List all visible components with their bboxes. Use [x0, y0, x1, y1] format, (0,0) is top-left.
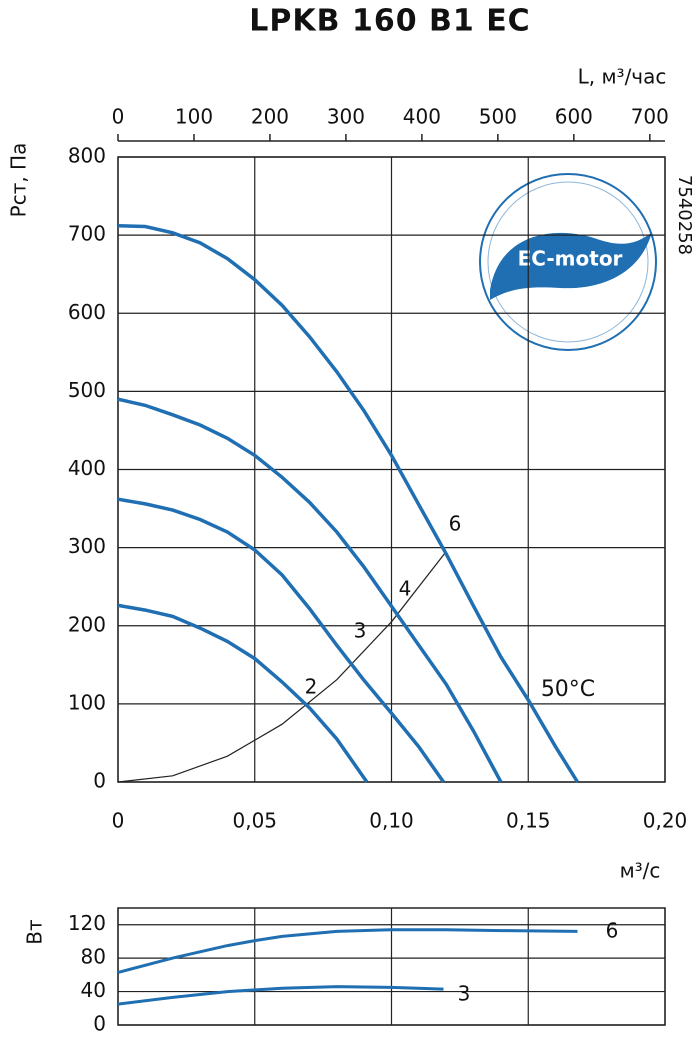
y-tick-label: 600: [68, 300, 106, 324]
curve: [117, 603, 369, 784]
y-tick-label: 120: [68, 911, 106, 935]
y-tick-label: 300: [68, 534, 106, 558]
y-tick-label: 40: [81, 978, 106, 1002]
x2-tick-label: 700: [631, 105, 669, 129]
curve-label: 2: [305, 675, 318, 699]
annotation: 50°C: [541, 677, 595, 702]
badge-text: EC-motor: [518, 247, 623, 271]
curve: [117, 497, 445, 784]
x-tick-label: 0,10: [369, 809, 414, 833]
curve-label: 3: [354, 619, 367, 643]
x-tick-label: 0,15: [506, 809, 551, 833]
y-tick-label: 400: [68, 456, 106, 480]
side-label: 7540258: [674, 175, 695, 255]
x2-tick-label: 500: [479, 105, 517, 129]
x-tick-label: 0: [112, 809, 125, 833]
y-tick-label: 800: [68, 144, 106, 168]
y-axis-label: Рст, Па: [7, 143, 31, 218]
curve: [117, 985, 444, 1006]
badge: EC-motor: [479, 173, 657, 351]
chart-title: LPKB 160 B1 EC: [249, 4, 530, 39]
x-tick-label: 0,05: [232, 809, 277, 833]
curve: [117, 928, 578, 974]
y-tick-label: 700: [68, 222, 106, 246]
y-tick-label: 80: [81, 945, 106, 969]
y-tick-label: 500: [68, 378, 106, 402]
y-tick-label: 0: [93, 769, 106, 793]
curve-label: 6: [449, 512, 462, 536]
x2-axis-label: L, м³/час: [578, 65, 667, 89]
y-tick-label: 200: [68, 612, 106, 636]
x-tick-label: 0,20: [643, 809, 688, 833]
x2-tick-label: 200: [251, 105, 289, 129]
y-tick-label: 0: [93, 1012, 106, 1036]
plot-frame: [117, 907, 666, 1026]
y-tick-label: 100: [68, 690, 106, 714]
x2-tick-label: 0: [112, 105, 125, 129]
curve-label: 3: [458, 982, 471, 1006]
x2-tick-label: 100: [175, 105, 213, 129]
curve: [117, 397, 503, 783]
curve-label: 6: [606, 919, 619, 943]
curve: [117, 224, 579, 783]
y-axis-label: Вт: [23, 919, 47, 945]
system-curve: [117, 551, 447, 783]
plot-frame: [117, 156, 666, 783]
x2-tick-label: 400: [403, 105, 441, 129]
curve-label: 4: [399, 577, 412, 601]
x2-tick-label: 300: [327, 105, 365, 129]
x-axis-label: м³/с: [620, 859, 661, 883]
x2-tick-label: 600: [555, 105, 593, 129]
